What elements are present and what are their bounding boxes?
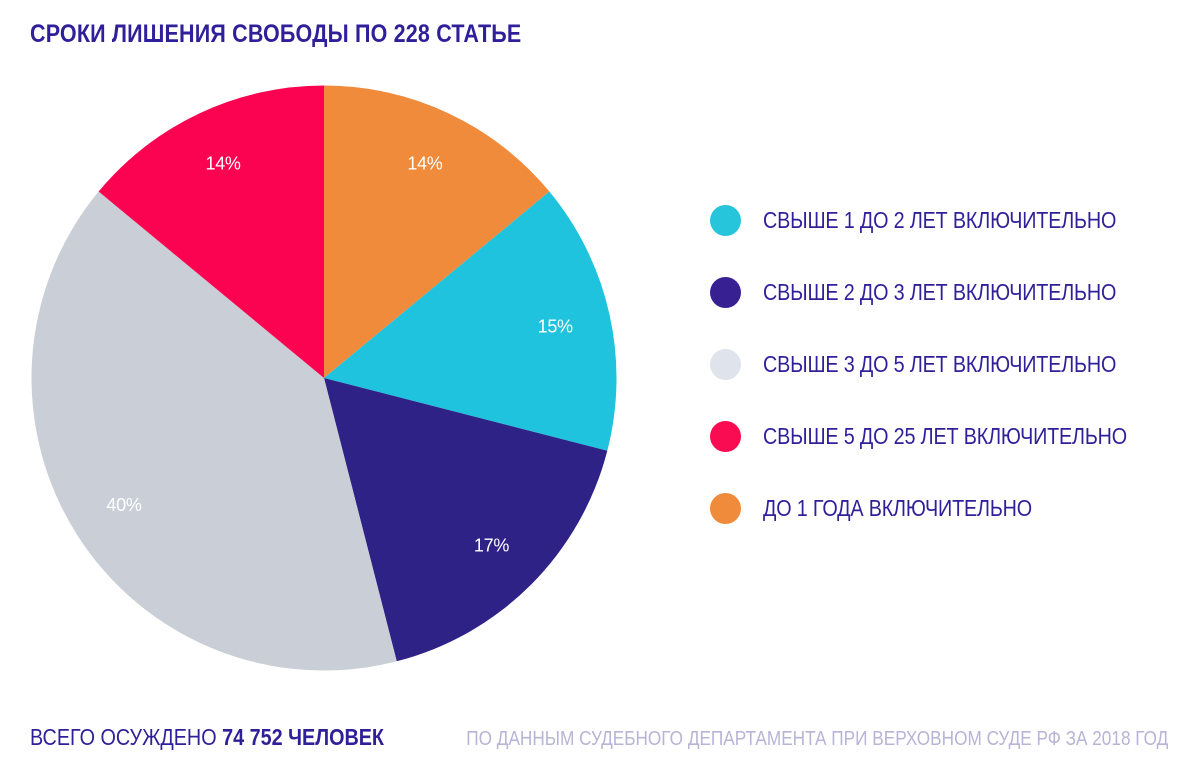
pie-chart: 14% 15% 17% 40% 14%: [31, 85, 617, 671]
legend-item-label: СВЫШЕ 5 ДО 25 ЛЕТ ВКЛЮЧИТЕЛЬНО: [763, 423, 1128, 449]
legend-item-label: СВЫШЕ 2 ДО 3 ЛЕТ ВКЛЮЧИТЕЛЬНО: [763, 279, 1117, 305]
data-source-text: ПО ДАННЫМ СУДЕБНОГО ДЕПАРТАМЕНТА ПРИ ВЕР…: [465, 728, 1168, 750]
pie-slice-1: [324, 191, 617, 451]
pie-slice-label-3: 40%: [106, 495, 141, 515]
legend-color-dot: [710, 277, 741, 308]
data-source: ПО ДАННЫМ СУДЕБНОГО ДЕПАРТАМЕНТА ПРИ ВЕР…: [352, 728, 1168, 751]
pie-slice-label-4: 14%: [206, 154, 241, 174]
legend-color-dot: [710, 205, 741, 236]
pie-slice-2: [324, 378, 608, 662]
pie-slice-label-0: 14%: [407, 154, 442, 174]
legend-item-0: СВЫШЕ 1 ДО 2 ЛЕТ ВКЛЮЧИТЕЛЬНО: [710, 205, 1186, 236]
page-title-text: СРОКИ ЛИШЕНИЯ СВОБОДЫ ПО 228 СТАТЬЕ: [30, 20, 522, 48]
total-convicted-value: 74 752 ЧЕЛОВЕК: [222, 724, 385, 750]
total-convicted: ВСЕГО ОСУЖДЕНО 74 752 ЧЕЛОВЕК: [30, 724, 442, 751]
pie-slice-0: [324, 85, 550, 378]
legend-item-label: СВЫШЕ 1 ДО 2 ЛЕТ ВКЛЮЧИТЕЛЬНО: [763, 207, 1117, 233]
legend-item-1: СВЫШЕ 2 ДО 3 ЛЕТ ВКЛЮЧИТЕЛЬНО: [710, 277, 1186, 308]
page-title: СРОКИ ЛИШЕНИЯ СВОБОДЫ ПО 228 СТАТЬЕ: [30, 20, 601, 49]
pie-slice-label-2: 17%: [474, 536, 509, 556]
legend: СВЫШЕ 1 ДО 2 ЛЕТ ВКЛЮЧИТЕЛЬНО СВЫШЕ 2 ДО…: [710, 205, 1186, 524]
legend-color-dot: [710, 493, 741, 524]
legend-item-label: ДО 1 ГОДА ВКЛЮЧИТЕЛЬНО: [763, 495, 1032, 521]
legend-color-dot: [710, 421, 741, 452]
legend-item-label: СВЫШЕ 3 ДО 5 ЛЕТ ВКЛЮЧИТЕЛЬНО: [763, 351, 1117, 377]
legend-color-dot: [710, 349, 741, 380]
pie-slice-3: [31, 191, 397, 671]
pie-slice-label-1: 15%: [538, 316, 573, 336]
pie-slice-4: [98, 85, 325, 378]
legend-item-2: СВЫШЕ 3 ДО 5 ЛЕТ ВКЛЮЧИТЕЛЬНО: [710, 349, 1186, 380]
legend-item-4: ДО 1 ГОДА ВКЛЮЧИТЕЛЬНО: [710, 493, 1186, 524]
legend-item-3: СВЫШЕ 5 ДО 25 ЛЕТ ВКЛЮЧИТЕЛЬНО: [710, 421, 1186, 452]
total-convicted-label: ВСЕГО ОСУЖДЕНО: [30, 724, 223, 750]
